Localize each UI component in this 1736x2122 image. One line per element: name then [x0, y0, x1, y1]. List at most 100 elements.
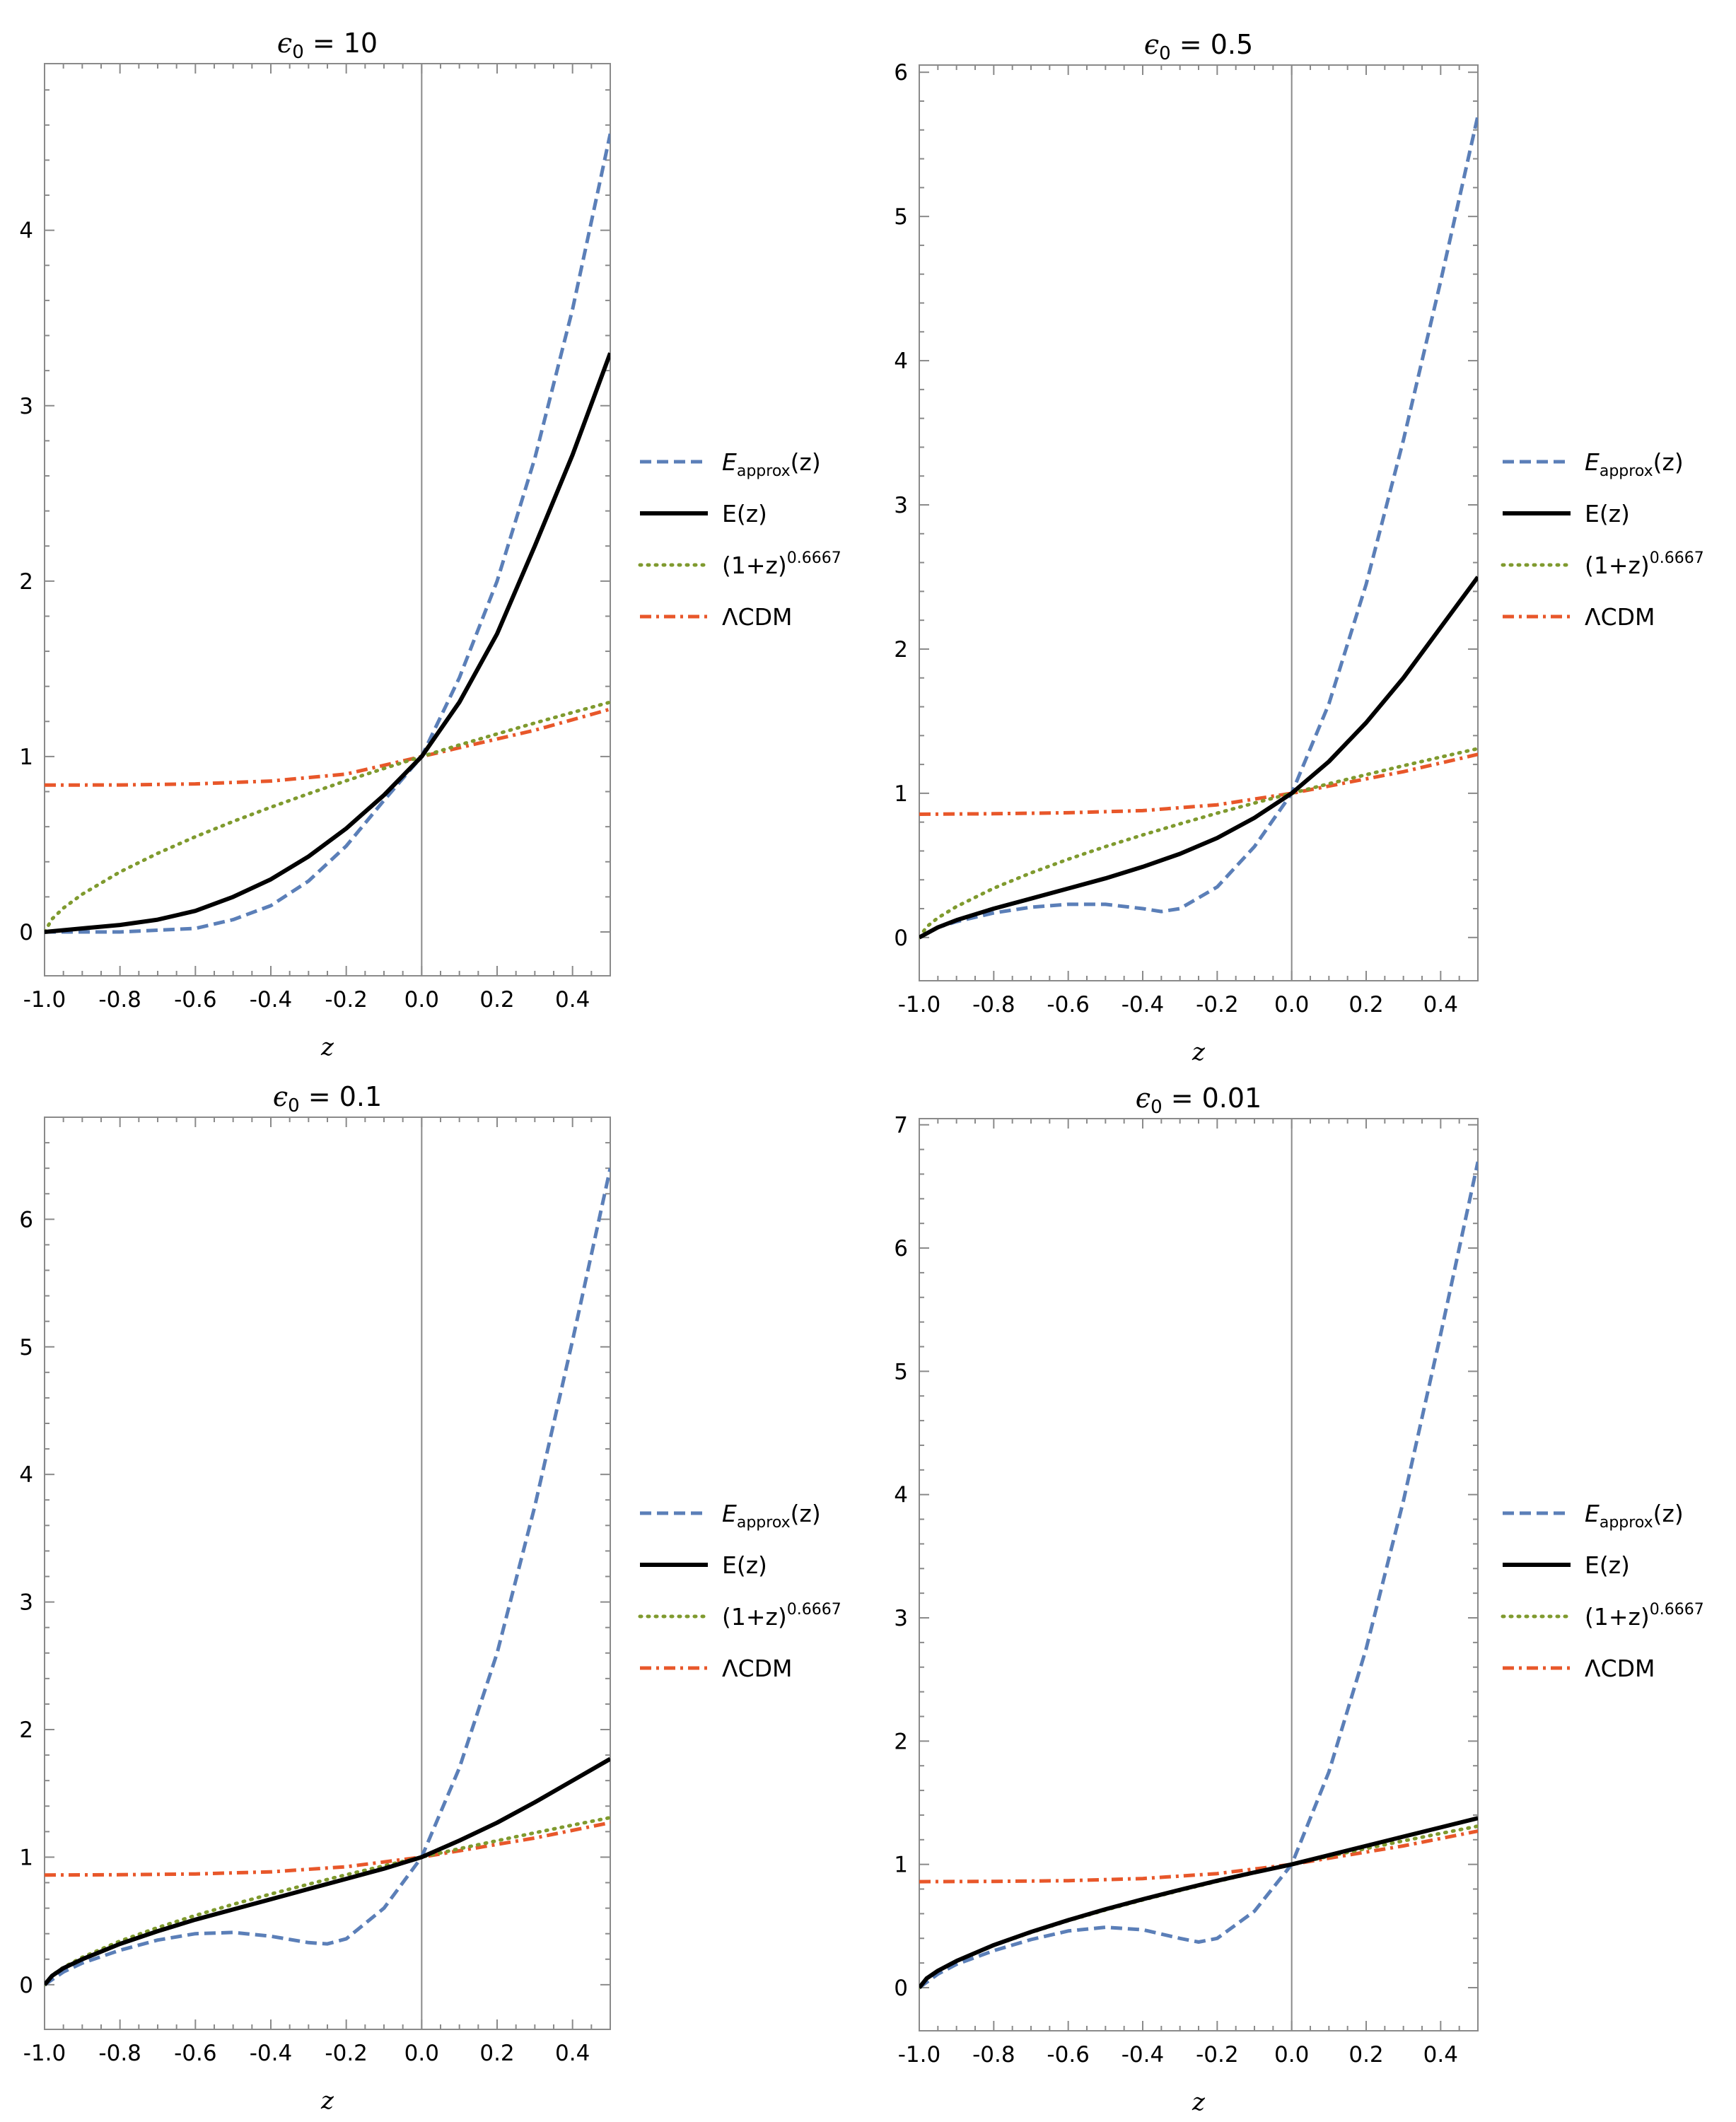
x-tick-label: -0.8: [972, 2042, 1015, 2068]
x-tick-label: 0.4: [1423, 2042, 1458, 2068]
title-subscript: 0: [292, 42, 304, 63]
legend-label-exact: E(z): [722, 500, 767, 527]
series-line-power: [45, 1816, 610, 1987]
x-tick-label: -0.6: [1047, 992, 1090, 1018]
legend-label-exact: E(z): [1585, 500, 1630, 527]
y-tick-label: 2: [894, 1729, 908, 1754]
y-tick-label: 4: [19, 1462, 33, 1488]
y-tick-label: 4: [19, 218, 33, 244]
y-tick-label: 4: [894, 1483, 908, 1508]
y-tick-label: 0: [19, 1973, 33, 1998]
chart-title: ϵ0 = 0.1: [273, 1081, 382, 1117]
y-tick-label: 0: [19, 920, 33, 945]
legend: Eapprox(z) E(z) (1+z)0.6667 ΛCDM: [1501, 1500, 1704, 1682]
title-subscript: 0: [1150, 1097, 1163, 1118]
x-axis-label: z: [1192, 2088, 1206, 2116]
x-tick-label: 0.0: [1274, 992, 1309, 1018]
x-tick-label: 0.0: [404, 987, 439, 1013]
x-tick-label: 0.4: [1423, 992, 1458, 1018]
series-line-approx: [45, 1167, 610, 1986]
x-tick-label: -1.0: [898, 992, 941, 1018]
y-tick-label: 3: [19, 1590, 33, 1616]
legend-label-approx: Eapprox(z): [722, 1500, 821, 1532]
title-symbol: ϵ: [1144, 29, 1159, 60]
y-tick-label: 0: [894, 1976, 908, 2001]
x-tick-label: -1.0: [23, 987, 66, 1013]
x-tick-label: 0.2: [479, 987, 514, 1013]
y-tick-label: 6: [894, 1236, 908, 1261]
x-tick-label: 0.4: [555, 2041, 590, 2066]
y-tick-label: 1: [19, 745, 33, 770]
y-tick-label: 1: [894, 781, 908, 807]
legend: Eapprox(z) E(z) (1+z)0.6667 ΛCDM: [638, 1500, 841, 1682]
x-tick-label: -1.0: [23, 2041, 66, 2066]
x-tick-label: 0.4: [555, 987, 590, 1013]
title-symbol: ϵ: [273, 1081, 288, 1112]
series-line-lcdm: [919, 752, 1478, 816]
title-value: = 0.1: [300, 1081, 382, 1112]
legend-label-approx: Eapprox(z): [1585, 448, 1684, 480]
legend-label-exact: E(z): [722, 1551, 767, 1579]
y-tick-label: 3: [19, 394, 33, 419]
series-line-power: [919, 1824, 1478, 1990]
y-tick-label: 4: [894, 349, 908, 374]
chart-panel-2: -1.0 -0.8 -0.6 -0.4 -0.2 0.0 0.2 0.4 0 1 2 3 4 5 6 z ϵ0 …: [894, 29, 1703, 1066]
x-axis-label: z: [320, 1033, 334, 1061]
x-tick-label: -0.4: [250, 987, 293, 1013]
x-tick-label: -0.2: [1196, 2042, 1239, 2068]
x-tick-label: -0.8: [98, 2041, 141, 2066]
y-tick-label: 2: [894, 637, 908, 663]
y-tick-label: 5: [19, 1335, 33, 1360]
series-line-power: [919, 747, 1478, 940]
x-tick-label: -0.2: [325, 2041, 368, 2066]
x-tick-label: -1.0: [898, 2042, 941, 2068]
x-axis-label: z: [1192, 1038, 1206, 1066]
x-tick-label: 0.2: [1348, 992, 1383, 1018]
legend-label-approx: Eapprox(z): [722, 448, 821, 480]
plot-frame: [44, 1117, 611, 2030]
series-line-approx: [919, 1161, 1478, 1990]
plot-frame: [44, 63, 611, 977]
x-tick-label: -0.4: [250, 2041, 293, 2066]
legend-label-lcdm: ΛCDM: [722, 603, 793, 631]
y-tick-label: 7: [894, 1113, 908, 1138]
chart-panel-3: -1.0 -0.8 -0.6 -0.4 -0.2 0.0 0.2 0.4 0 1 2 3 4 5 6 z ϵ0 …: [19, 1081, 841, 2115]
title-value: = 0.01: [1163, 1083, 1262, 1114]
x-tick-label: -0.6: [1047, 2042, 1090, 2068]
legend-label-power: (1+z)0.6667: [722, 549, 841, 579]
x-tick-label: 0.2: [1348, 2042, 1383, 2068]
legend: Eapprox(z) E(z) (1+z)0.6667 ΛCDM: [638, 448, 841, 631]
chart-panel-4: -1.0 -0.8 -0.6 -0.4 -0.2 0.0 0.2 0.401234567zϵ0…: [894, 1083, 1703, 2116]
title-symbol: ϵ: [1136, 1083, 1150, 1114]
y-tick-label: 0: [894, 926, 908, 951]
x-tick-label: -0.2: [1196, 992, 1239, 1018]
y-tick-label: 6: [894, 60, 908, 86]
legend-label-approx: Eapprox(z): [1585, 1500, 1684, 1532]
series-line-lcdm: [919, 1829, 1478, 1884]
legend-label-lcdm: ΛCDM: [722, 1655, 793, 1682]
chart-title: ϵ0 = 0.5: [1144, 29, 1253, 64]
x-tick-label: 0.0: [1274, 2042, 1309, 2068]
y-tick-label: 5: [894, 204, 908, 230]
series-line-approx: [45, 133, 610, 934]
series-line-exact: [919, 576, 1478, 940]
x-tick-label: 0.2: [479, 2041, 514, 2066]
x-tick-label: -0.6: [174, 2041, 217, 2066]
chart-title: ϵ0 = 0.01: [1136, 1083, 1262, 1118]
chart-title: ϵ0 = 10: [277, 28, 378, 63]
legend: Eapprox(z) E(z) (1+z)0.6667 ΛCDM: [1501, 448, 1704, 631]
series-line-exact: [45, 352, 610, 934]
title-subscript: 0: [1159, 43, 1171, 64]
x-tick-label: -0.4: [1122, 992, 1165, 1018]
series-line-power: [45, 700, 610, 934]
y-tick-label: 1: [19, 1845, 33, 1870]
title-value: = 10: [304, 28, 378, 59]
legend-label-lcdm: ΛCDM: [1585, 603, 1655, 631]
series-line-lcdm: [45, 1821, 610, 1877]
title-subscript: 0: [288, 1095, 300, 1117]
x-tick-label: -0.6: [174, 987, 217, 1013]
x-tick-label: -0.8: [972, 992, 1015, 1018]
title-value: = 0.5: [1171, 29, 1253, 60]
